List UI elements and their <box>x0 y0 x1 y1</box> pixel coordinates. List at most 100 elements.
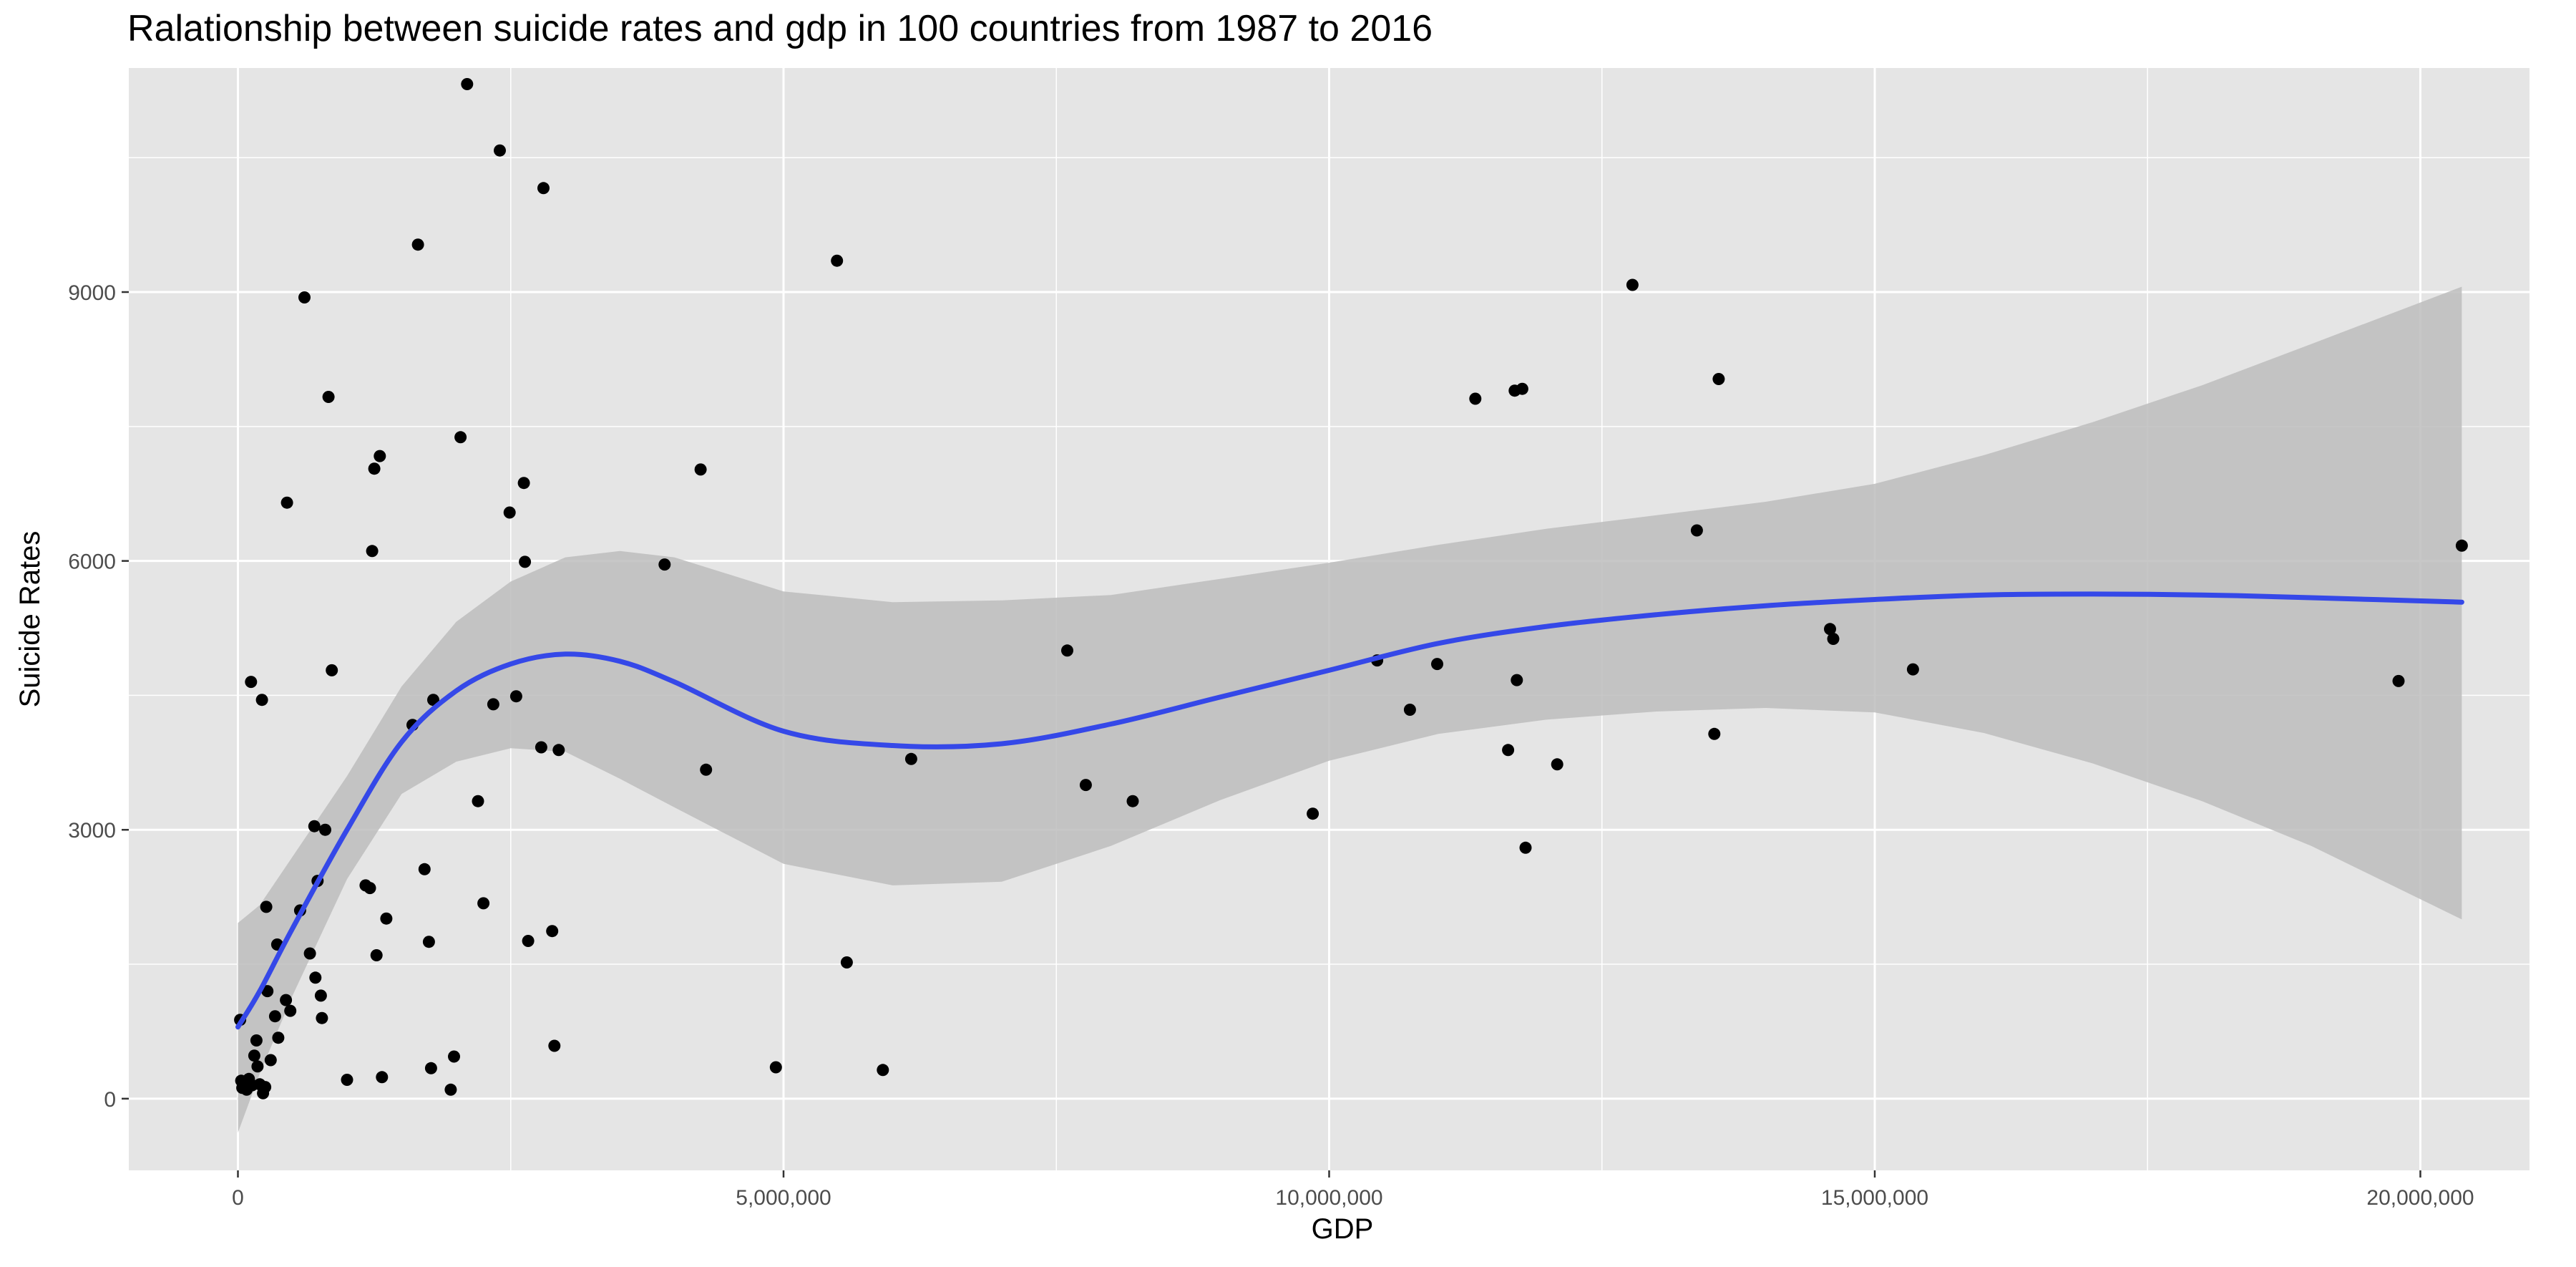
data-point <box>248 1049 260 1062</box>
data-point <box>298 291 311 304</box>
y-tick-label: 0 <box>104 1088 116 1112</box>
data-point <box>2392 674 2405 687</box>
data-point <box>1431 658 1443 671</box>
data-point <box>1516 382 1528 395</box>
smooth-trend-line <box>235 591 2464 1030</box>
data-point <box>535 741 547 754</box>
data-point <box>314 989 327 1002</box>
data-point <box>1079 779 1092 792</box>
x-tick-label: 0 <box>232 1186 244 1210</box>
scatter-points <box>234 78 2468 1099</box>
data-point <box>368 462 381 475</box>
data-point <box>380 912 393 925</box>
y-axis-ticks: 0 3000 6000 9000 <box>68 281 129 1112</box>
data-point <box>261 985 274 998</box>
data-point <box>1690 524 1703 537</box>
data-point <box>264 1054 277 1067</box>
data-point <box>309 971 322 984</box>
data-point <box>461 78 474 90</box>
x-tick-label: 20,000,000 <box>2366 1186 2474 1210</box>
data-point <box>427 694 439 707</box>
data-point <box>422 936 435 948</box>
data-point <box>1502 744 1515 757</box>
data-point <box>509 690 522 703</box>
data-point <box>268 1010 281 1023</box>
data-point <box>1511 674 1523 686</box>
data-point <box>1712 373 1725 385</box>
data-point <box>374 450 386 462</box>
data-point <box>366 545 379 558</box>
data-point <box>250 1034 263 1047</box>
data-point <box>272 1031 285 1044</box>
data-point <box>316 1011 328 1024</box>
data-point <box>448 1050 460 1063</box>
data-point <box>904 752 917 765</box>
data-point <box>517 477 530 490</box>
data-point <box>444 1083 457 1096</box>
y-tick-label: 9000 <box>68 281 116 305</box>
data-point <box>700 763 713 776</box>
data-point <box>1307 807 1319 820</box>
data-point <box>522 935 535 947</box>
data-point <box>519 555 532 568</box>
data-point <box>503 506 516 519</box>
data-point <box>251 1060 264 1073</box>
data-point <box>370 949 383 961</box>
data-point <box>280 496 293 509</box>
y-tick-label: 3000 <box>68 819 116 843</box>
data-point <box>418 863 431 875</box>
data-point <box>552 744 565 757</box>
data-point <box>284 1004 297 1017</box>
data-point <box>694 463 707 476</box>
data-point <box>546 925 559 938</box>
data-point <box>1824 623 1836 636</box>
data-point <box>319 823 331 836</box>
data-point <box>308 820 321 832</box>
data-point <box>303 947 316 960</box>
data-point <box>260 901 273 913</box>
data-point <box>831 254 844 267</box>
data-point <box>877 1064 889 1077</box>
data-point <box>322 391 335 403</box>
x-tick-label: 5,000,000 <box>736 1186 831 1210</box>
data-point <box>1403 704 1416 716</box>
data-point <box>1906 663 1919 676</box>
data-point <box>658 558 671 571</box>
data-point <box>1061 644 1073 657</box>
data-point <box>376 1071 389 1084</box>
data-point <box>769 1061 782 1074</box>
data-point <box>1469 392 1482 405</box>
data-point <box>364 882 376 895</box>
x-tick-label: 10,000,000 <box>1275 1186 1382 1210</box>
x-axis-title: GDP <box>1312 1213 1374 1245</box>
data-point <box>2455 539 2468 552</box>
data-point <box>424 1062 437 1074</box>
data-point <box>1126 795 1139 807</box>
data-point <box>548 1039 561 1052</box>
data-point <box>454 431 467 444</box>
data-point <box>341 1074 353 1086</box>
data-point <box>326 664 338 676</box>
data-point <box>1626 278 1639 291</box>
data-point <box>840 956 853 969</box>
data-point <box>280 994 293 1006</box>
data-point <box>472 795 484 807</box>
data-point <box>411 238 424 251</box>
data-point <box>477 897 490 910</box>
data-point <box>1708 727 1721 740</box>
data-point <box>255 694 268 707</box>
y-tick-label: 6000 <box>68 550 116 574</box>
data-point <box>1519 841 1532 854</box>
x-tick-label: 15,000,000 <box>1821 1186 1928 1210</box>
data-point <box>494 144 506 157</box>
data-point <box>259 1081 272 1094</box>
y-axis-title: Suicide Rates <box>14 531 46 708</box>
data-point <box>537 182 550 195</box>
data-point <box>487 698 499 711</box>
chart-title: Ralationship between suicide rates and g… <box>127 8 1433 49</box>
x-axis-ticks: 0 5,000,000 10,000,000 15,000,000 20,000,000 <box>232 1170 2474 1210</box>
data-point <box>1551 758 1563 771</box>
data-point <box>245 676 258 689</box>
confidence-band <box>238 286 2462 1133</box>
